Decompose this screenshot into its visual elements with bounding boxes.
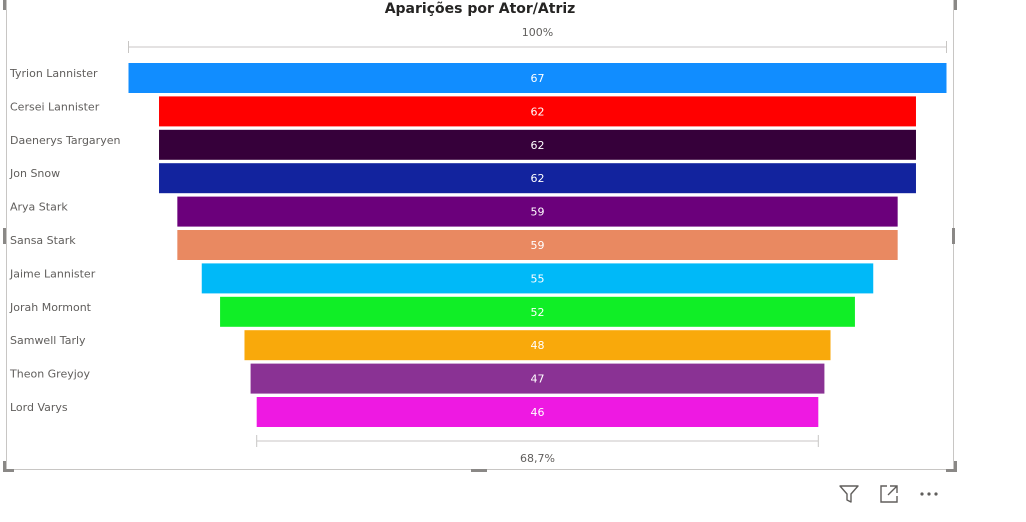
category-label: Theon Greyjoy — [9, 368, 91, 381]
funnel-bar[interactable] — [128, 63, 947, 93]
funnel-data-label: 46 — [531, 406, 545, 419]
category-label: Daenerys Targaryen — [10, 134, 120, 147]
funnel-bar[interactable] — [159, 96, 916, 127]
category-label: Jorah Mormont — [9, 301, 92, 314]
resize-handle-top-right[interactable] — [946, 0, 957, 10]
funnel-bar[interactable] — [177, 196, 898, 227]
visual-header-toolbar — [836, 482, 942, 506]
funnel-bar[interactable] — [159, 163, 916, 194]
resize-handle-bottom[interactable] — [471, 469, 487, 472]
category-label: Sansa Stark — [10, 234, 76, 247]
resize-handle-left[interactable] — [3, 228, 6, 244]
top-percent-label: 100% — [522, 26, 553, 39]
category-label: Arya Stark — [10, 201, 68, 214]
funnel-data-label: 62 — [531, 105, 545, 118]
resize-handle-bottom-right[interactable] — [946, 461, 957, 472]
chart-title: Aparições por Ator/Atriz — [384, 1, 576, 17]
funnel-bar[interactable] — [177, 230, 898, 260]
category-label: Tyrion Lannister — [9, 67, 98, 80]
category-label: Samwell Tarly — [10, 334, 86, 347]
funnel-bar[interactable] — [256, 397, 819, 427]
funnel-bar[interactable] — [201, 263, 874, 294]
funnel-data-label: 47 — [531, 373, 545, 386]
focus-mode-button[interactable] — [876, 482, 902, 506]
more-options-button[interactable] — [916, 482, 942, 506]
funnel-data-label: 59 — [531, 206, 545, 219]
category-label: Lord Varys — [10, 401, 68, 414]
bottom-percent-label: 68,7% — [520, 452, 555, 465]
funnel-bar[interactable] — [244, 330, 831, 361]
funnel-chart: 100% 67 Tyrion Lannister 62 Cersei Lannister… — [9, 26, 947, 465]
funnel-data-label: 59 — [531, 239, 545, 252]
funnel-data-label: 55 — [531, 272, 545, 285]
funnel-data-label: 62 — [531, 139, 545, 152]
filter-button[interactable] — [836, 482, 862, 506]
funnel-data-label: 52 — [531, 306, 545, 319]
resize-handle-right[interactable] — [952, 228, 955, 244]
focus-mode-icon — [880, 485, 898, 503]
funnel-bar[interactable] — [250, 363, 825, 394]
category-label: Jaime Lannister — [9, 267, 96, 280]
category-label: Jon Snow — [9, 167, 60, 180]
funnel-data-label: 67 — [531, 72, 545, 85]
category-label: Cersei Lannister — [10, 100, 100, 113]
resize-handle-top-left[interactable] — [3, 0, 14, 10]
funnel-data-label: 48 — [531, 339, 545, 352]
filter-icon — [839, 485, 859, 503]
funnel-bar[interactable] — [220, 296, 855, 327]
funnel-data-label: 62 — [531, 172, 545, 185]
resize-handle-bottom-left[interactable] — [3, 461, 14, 472]
funnel-bar[interactable] — [159, 129, 916, 160]
more-options-icon — [920, 492, 938, 496]
